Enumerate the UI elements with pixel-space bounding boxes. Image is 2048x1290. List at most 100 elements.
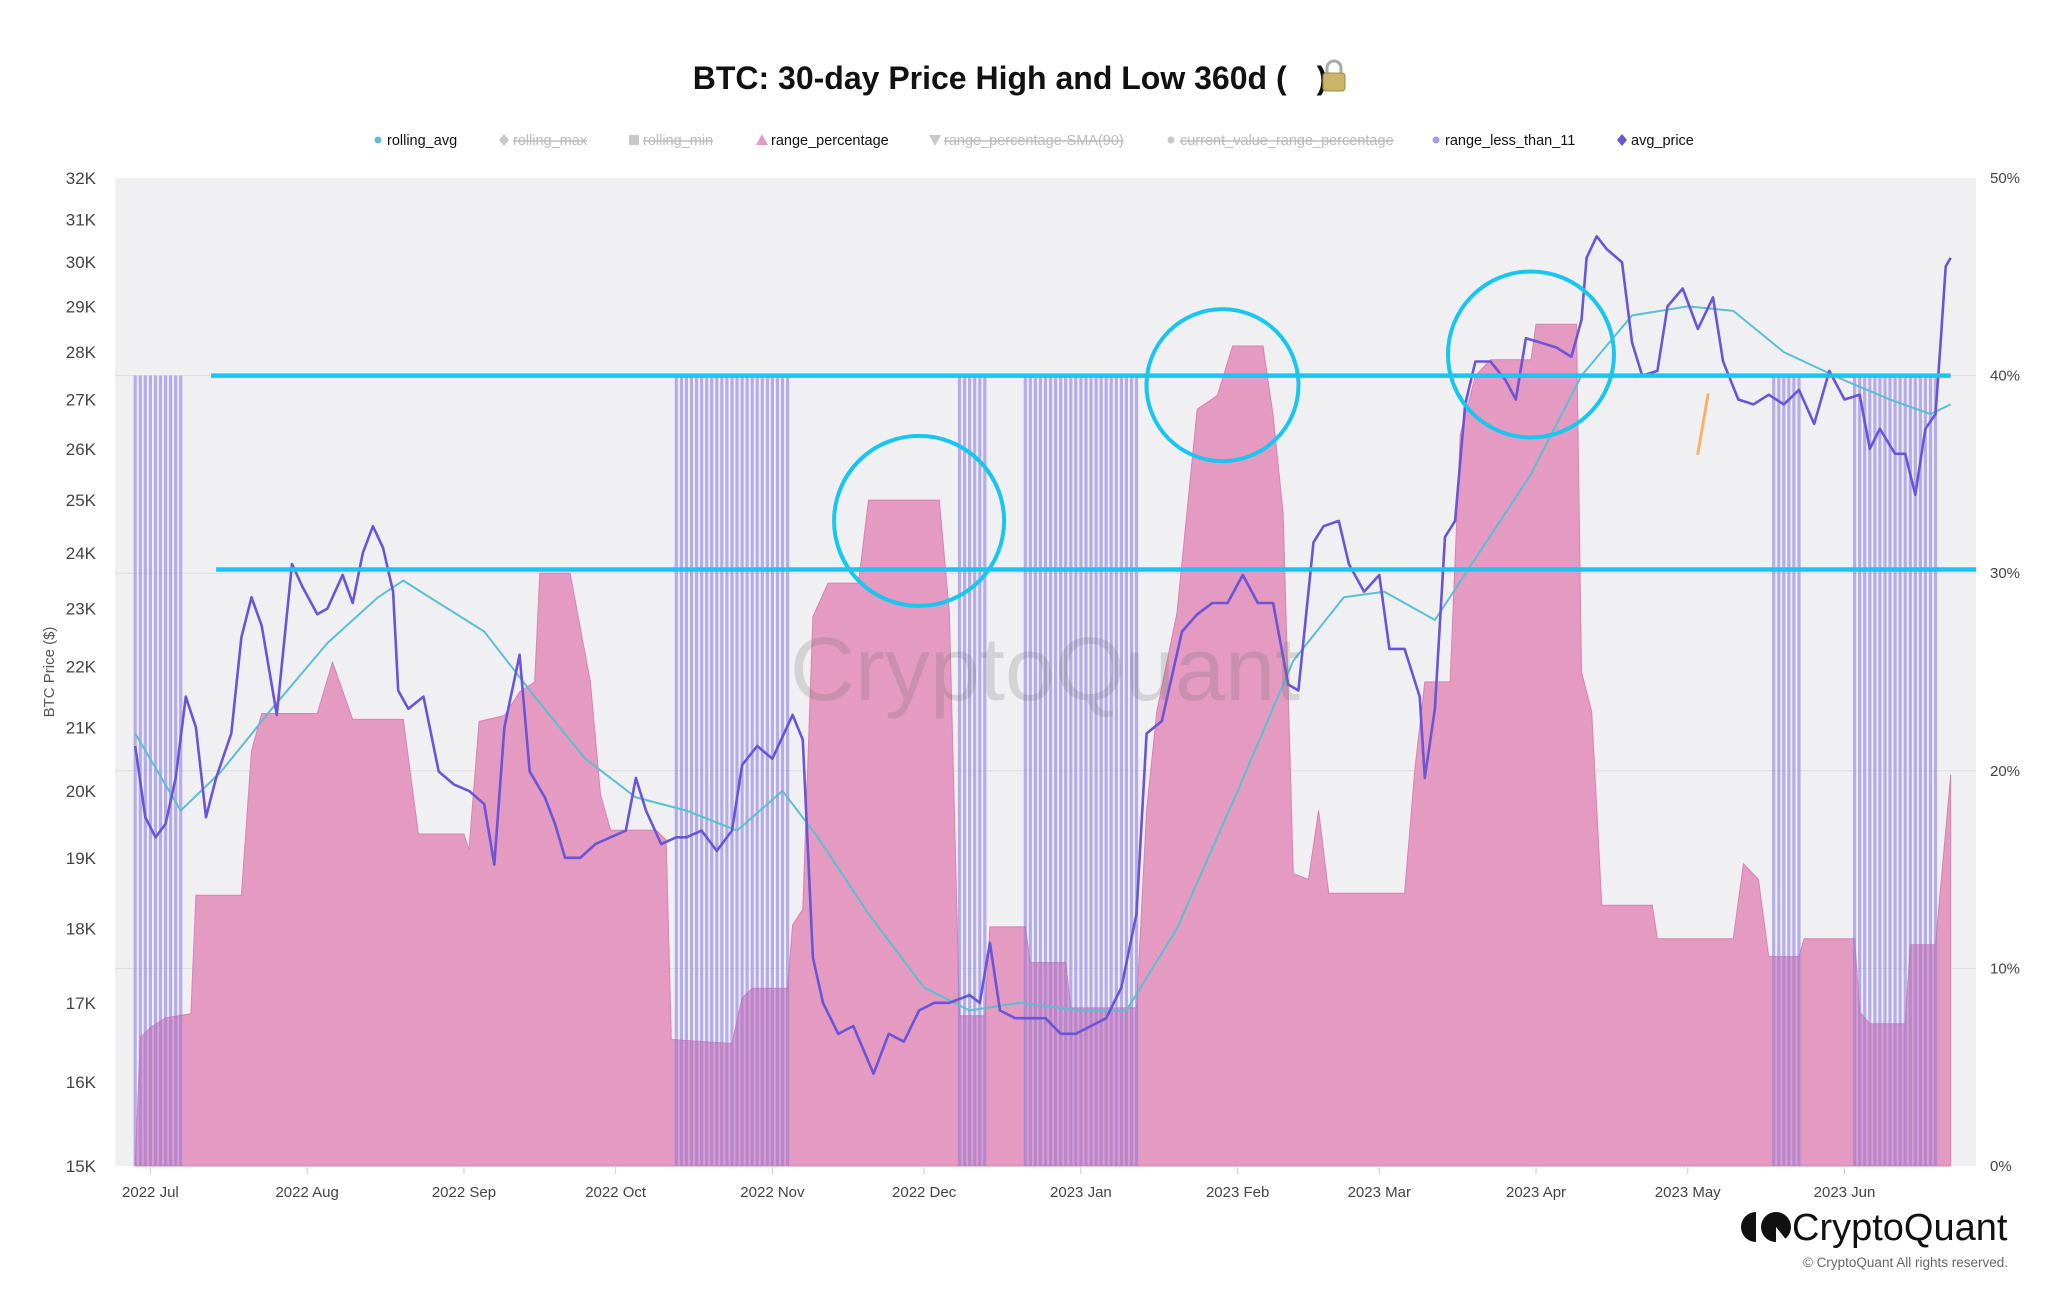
range-less-than-11-bar: [1853, 375, 1857, 1167]
range-less-than-11-bar: [1059, 375, 1063, 1167]
legend-marker-icon: [629, 135, 639, 145]
range-less-than-11-bar: [1908, 375, 1912, 1167]
range-less-than-11-bar: [1134, 375, 1139, 1167]
rolling-avg-line: [134, 305, 1952, 1012]
legend-item-range-percentage[interactable]: range_percentage: [756, 133, 889, 149]
range-less-than-11-bar: [978, 375, 982, 1167]
range-less-than-11-bar: [755, 375, 759, 1167]
y-tick-label: 28K: [66, 343, 97, 362]
legend-item-rolling-max[interactable]: rolling_max: [499, 133, 588, 149]
range-less-than-11-bar: [1094, 375, 1098, 1167]
range-less-than-11-bar: [1033, 375, 1037, 1167]
range-less-than-11-bar: [1038, 375, 1042, 1167]
y2-tick-label: 50%: [1990, 170, 2020, 187]
range-less-than-11-bar: [1079, 375, 1083, 1167]
range-percentage-area: [134, 323, 1952, 1167]
x-tick-label: 2023 Jun: [1814, 1184, 1876, 1201]
legend-item-range-less-than-11[interactable]: range_less_than_11: [1432, 133, 1576, 149]
legend-marker-icon: [499, 134, 509, 146]
range-less-than-11-bar: [1089, 375, 1093, 1167]
range-less-than-11-bar: [153, 375, 158, 1167]
legend-label: rolling_avg: [387, 133, 457, 149]
y-tick-label: 31K: [66, 210, 97, 229]
range-less-than-11-bar: [710, 375, 714, 1167]
legend-item-range-percentage-sma-90-[interactable]: range_percentage-SMA(90): [929, 133, 1124, 149]
y-tick-label: 26K: [66, 440, 97, 459]
watermark: CryptoQuant: [790, 620, 1300, 720]
y2-tick-label: 20%: [1990, 763, 2020, 780]
range-less-than-11-bar: [780, 375, 785, 1167]
range-less-than-11-bar: [1043, 375, 1048, 1167]
range-less-than-11-bar: [720, 375, 724, 1167]
range-less-than-11-bar: [674, 375, 678, 1167]
annotation-circle: [1144, 307, 1301, 464]
x-tick-label: 2022 Sep: [432, 1184, 496, 1201]
lock-icon: [1322, 59, 1346, 92]
legend-item-rolling-min[interactable]: rolling_min: [629, 133, 713, 149]
legend-marker-icon: [756, 134, 768, 145]
range-less-than-11-bar: [730, 375, 734, 1167]
legend: rolling_avg rolling_max rolling_min range_p…: [374, 133, 1694, 149]
legend-label: rolling_max: [513, 133, 588, 149]
y-axis-label: BTC Price ($): [41, 627, 58, 718]
range-less-than-11-bar: [1119, 375, 1123, 1167]
range-less-than-11-bar: [1104, 375, 1108, 1167]
y-tick-label: 22K: [66, 658, 97, 677]
y-tick-label: 20K: [66, 782, 97, 801]
x-tick-label: 2022 Nov: [740, 1184, 805, 1201]
legend-label: current_value_range_percentage: [1180, 133, 1394, 149]
range-less-than-11-bar: [1863, 375, 1867, 1167]
range-less-than-11-bar: [143, 375, 147, 1167]
range-less-than-11-bar: [1049, 375, 1053, 1167]
range-less-than-11-bar: [963, 375, 967, 1167]
range-less-than-11-bar: [760, 375, 764, 1167]
range-less-than-11-bar: [1064, 375, 1068, 1167]
range-less-than-11-bar: [1903, 375, 1907, 1167]
chart-title: BTC: 30-day Price High and Low 360d (): [693, 60, 1328, 96]
range-less-than-11-bar: [735, 375, 739, 1167]
range-less-than-11-bar: [725, 375, 729, 1167]
range-less-than-11-bar: [1868, 375, 1872, 1167]
y-tick-label: 19K: [66, 849, 97, 868]
range-less-than-11-bar: [1084, 375, 1088, 1167]
legend-item-current-value-range-percentage[interactable]: current_value_range_percentage: [1167, 133, 1394, 149]
legend-item-avg-price[interactable]: avg_price: [1617, 133, 1694, 149]
range-less-than-11-bar: [1074, 375, 1078, 1167]
legend-label: range_less_than_11: [1445, 133, 1575, 149]
y2-tick-label: 40%: [1990, 368, 2020, 385]
x-tick-label: 2022 Dec: [892, 1184, 957, 1201]
range-less-than-11-bar: [1114, 375, 1118, 1167]
y2-tick-label: 10%: [1990, 960, 2020, 977]
range-less-than-11-bar: [1893, 375, 1897, 1167]
range-less-than-11-bar: [770, 375, 774, 1167]
range-less-than-11-bar: [1787, 375, 1791, 1167]
legend-item-rolling-avg[interactable]: rolling_avg: [374, 133, 458, 149]
range-less-than-11-bar: [169, 375, 173, 1167]
range-less-than-11-bar: [1792, 375, 1796, 1167]
annotation-circle: [1445, 269, 1616, 440]
range-less-than-11-bar: [750, 375, 754, 1167]
copyright: © CryptoQuant All rights reserved.: [1803, 1255, 2008, 1270]
range-less-than-11-bar: [973, 375, 977, 1167]
range-less-than-11-bar: [133, 375, 137, 1167]
range-less-than-11-bar: [679, 375, 683, 1167]
legend-marker-icon: [929, 135, 941, 146]
range-less-than-11-bar: [1129, 375, 1134, 1167]
range-less-than-11-bar: [1933, 375, 1938, 1167]
range-less-than-11-bar: [1873, 375, 1877, 1167]
y-tick-label: 16K: [66, 1073, 97, 1092]
range-less-than-11-bar: [1918, 375, 1922, 1167]
range-less-than-11-bar: [1858, 375, 1862, 1167]
y-tick-label: 17K: [66, 994, 97, 1013]
legend-label: range_percentage-SMA(90): [944, 133, 1124, 149]
x-tick-label: 2023 Feb: [1206, 1184, 1269, 1201]
range-less-than-11-bar: [705, 375, 709, 1167]
logo-text: CryptoQuant: [1792, 1207, 2008, 1249]
y-tick-label: 32K: [66, 169, 97, 188]
cryptoquant-logo-icon: [1741, 1212, 1791, 1242]
x-tick-label: 2022 Oct: [585, 1184, 647, 1201]
y-tick-label: 24K: [66, 544, 97, 563]
x-tick-label: 2023 Apr: [1506, 1184, 1566, 1201]
range-less-than-11-bar: [1898, 375, 1902, 1167]
range-less-than-11-bar: [689, 375, 694, 1167]
